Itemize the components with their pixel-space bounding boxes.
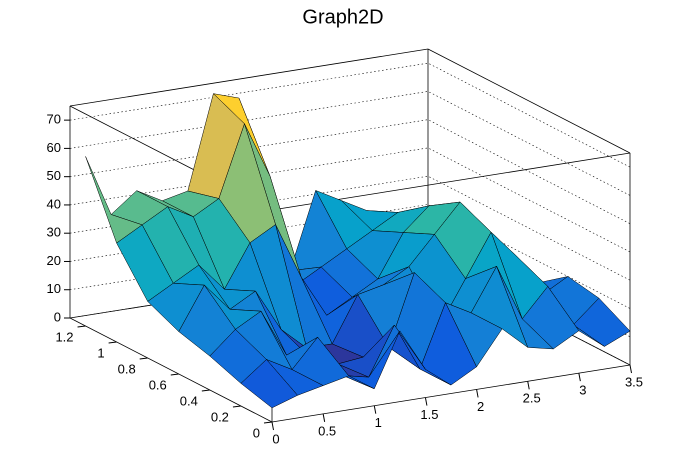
x-tick <box>373 405 377 414</box>
z-tick-label: 60 <box>47 140 61 155</box>
y-tick <box>232 405 241 408</box>
chart-title: Graph2D <box>302 6 383 28</box>
x-tick <box>629 364 632 374</box>
x-tick-label: 1.5 <box>420 407 438 422</box>
grid-line <box>69 119 631 224</box>
surface-cell <box>240 359 298 409</box>
grid-line <box>69 62 631 168</box>
x-tick <box>527 381 530 390</box>
y-tick <box>77 325 86 328</box>
x-tick-label: 2 <box>477 399 484 414</box>
box-edge <box>69 317 273 423</box>
y-tick-label: 0.6 <box>149 377 167 392</box>
grid-line <box>69 91 631 196</box>
x-tick <box>271 421 274 431</box>
z-tick-label: 30 <box>47 225 61 240</box>
z-tick-label: 40 <box>47 196 61 211</box>
box-edge <box>427 48 631 154</box>
box-edge <box>271 364 631 423</box>
y-tick <box>139 357 148 360</box>
y-tick <box>201 389 210 392</box>
y-tick-label: 0.4 <box>180 393 198 408</box>
z-tick-label: 0 <box>54 309 61 324</box>
x-tick <box>424 397 428 406</box>
y-tick-label: 0 <box>253 425 260 440</box>
x-tick <box>578 373 581 382</box>
x-tick-label: 3.5 <box>625 374 643 389</box>
y-tick <box>170 373 179 376</box>
y-tick <box>263 421 273 424</box>
z-tick-label: 70 <box>47 112 61 127</box>
x-tick <box>476 389 479 398</box>
y-tick-label: 0.8 <box>118 361 136 376</box>
y-tick <box>108 341 117 344</box>
x-tick-label: 3 <box>579 383 586 398</box>
x-tick-label: 0 <box>272 431 279 446</box>
y-tick-label: 0.2 <box>211 409 229 424</box>
x-tick-label: 1 <box>375 415 382 430</box>
y-tick-label: 1 <box>97 345 104 360</box>
z-tick-label: 50 <box>47 168 61 183</box>
x-tick-label: 0.5 <box>318 423 336 438</box>
x-tick <box>322 413 326 422</box>
box-edge <box>69 48 429 107</box>
z-tick-label: 10 <box>47 281 61 296</box>
z-tick-label: 20 <box>47 253 61 268</box>
x-tick-label: 2.5 <box>523 391 541 406</box>
surface <box>85 93 631 409</box>
y-tick-label: 1.2 <box>55 329 73 344</box>
